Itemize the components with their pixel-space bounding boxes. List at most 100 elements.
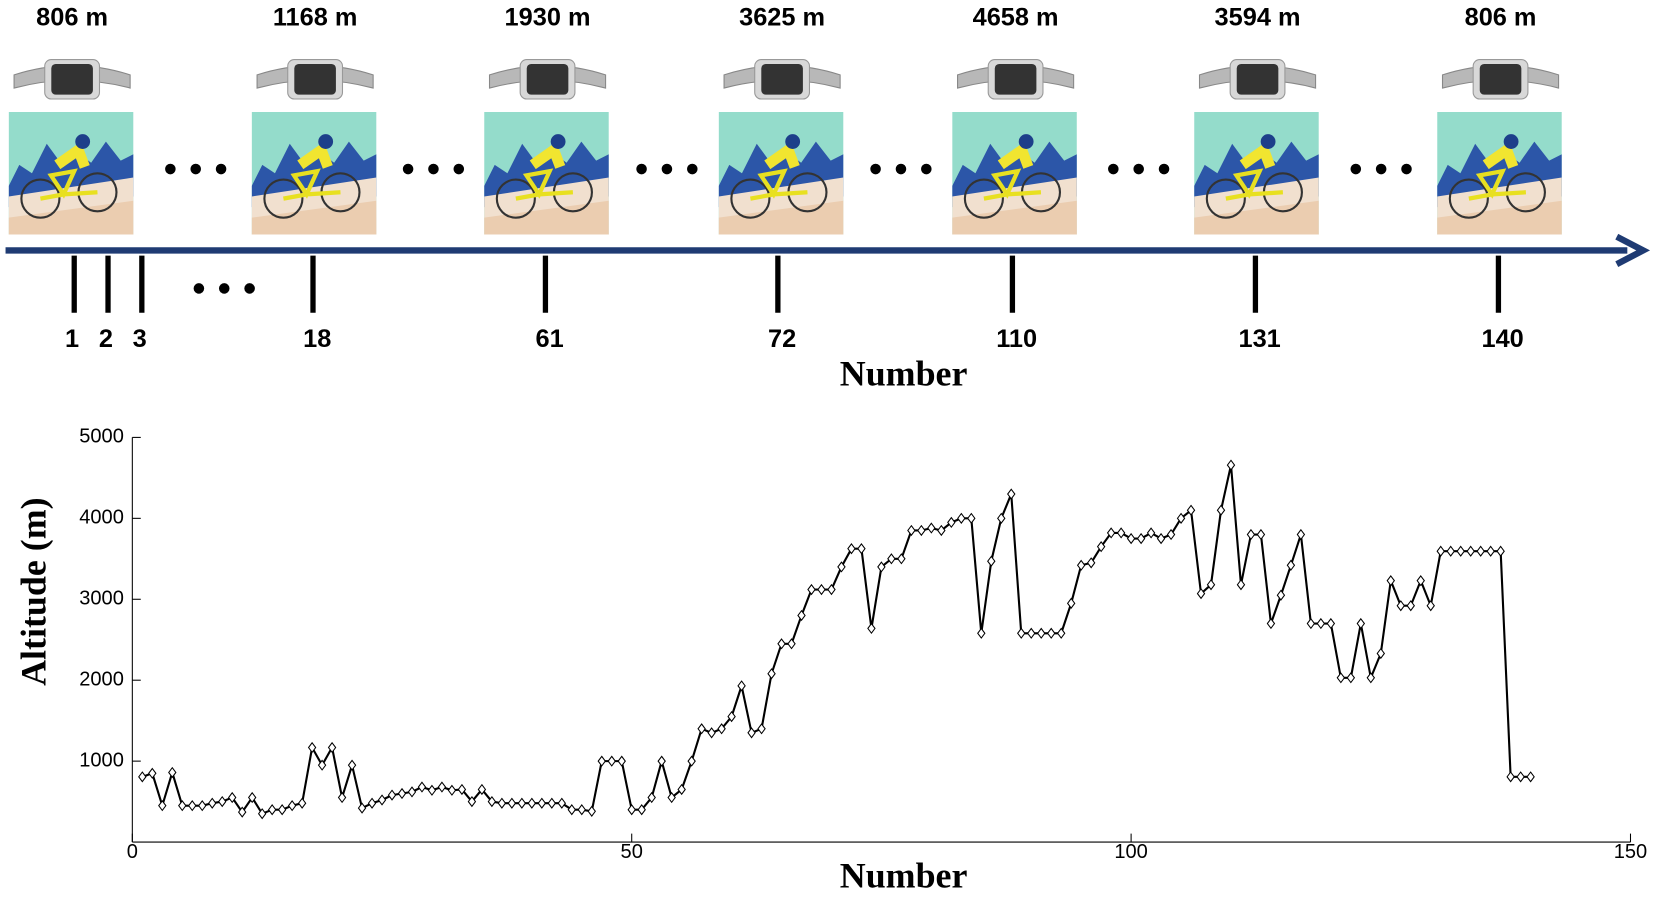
marker: [437, 781, 447, 793]
marker: [1056, 627, 1066, 639]
marker: [317, 759, 327, 771]
marker: [697, 723, 706, 735]
marker: [847, 543, 856, 555]
marker: [787, 638, 796, 650]
altitude-label: 806 m: [36, 4, 108, 32]
marker: [1366, 672, 1376, 684]
marker: [1017, 627, 1026, 639]
marker: [677, 783, 686, 796]
marker: [1146, 527, 1156, 539]
marker: [1106, 527, 1116, 539]
marker: [547, 797, 557, 809]
marker: [967, 512, 976, 524]
marker: [1346, 672, 1356, 684]
y-tick-label: 2000: [79, 668, 124, 690]
cyclist-image: [1437, 112, 1562, 235]
marker: [1156, 532, 1166, 545]
x-axis-label: Number: [840, 855, 968, 895]
marker: [1266, 617, 1276, 630]
marker: [1196, 587, 1206, 600]
marker: [927, 522, 936, 534]
marker: [657, 755, 666, 767]
line: [141, 464, 1531, 816]
marker: [1306, 617, 1316, 630]
marker: [777, 638, 786, 650]
marker: [1426, 600, 1435, 612]
marker: [1286, 559, 1296, 571]
marker: [1336, 672, 1346, 684]
marker: [567, 804, 577, 816]
marker: [357, 802, 367, 814]
marker: [1216, 504, 1226, 516]
marker: [1126, 532, 1136, 545]
ellipsis-dot: [1350, 163, 1362, 175]
marker: [447, 784, 457, 796]
marker: [957, 512, 966, 524]
timeline-tick-label: 3: [133, 325, 147, 353]
marker: [807, 583, 816, 596]
marker: [717, 723, 726, 735]
timeline-tick-label: 18: [303, 325, 331, 353]
marker: [387, 789, 397, 801]
marker: [907, 524, 916, 537]
ellipsis-dot: [244, 283, 255, 294]
y-tick-label: 5000: [79, 426, 124, 448]
x-tick-label: 100: [1114, 841, 1147, 863]
marker: [457, 783, 467, 796]
marker: [1116, 527, 1126, 539]
altitude-label: 806 m: [1465, 4, 1537, 32]
marker: [737, 680, 746, 692]
marker: [208, 797, 217, 809]
marker: [627, 804, 636, 816]
timeline-tick-label: 131: [1239, 325, 1281, 353]
marker: [767, 668, 776, 680]
ellipsis-dot: [921, 163, 932, 175]
marker: [1066, 597, 1076, 609]
marker: [917, 524, 926, 537]
marker: [1486, 545, 1495, 557]
marker: [747, 727, 756, 739]
cyclist-image: [719, 112, 844, 235]
altitude-label: 3594 m: [1215, 4, 1301, 32]
altitude-label: 3625 m: [739, 4, 825, 32]
marker: [138, 771, 147, 783]
y-tick-label: 4000: [79, 507, 124, 529]
marker: [267, 804, 277, 816]
marker: [837, 561, 846, 573]
marker: [247, 791, 257, 804]
ellipsis-dot: [636, 163, 647, 175]
marker: [827, 583, 836, 596]
marker: [1027, 627, 1036, 639]
marker: [1376, 647, 1386, 660]
x-tick-label: 150: [1614, 841, 1647, 863]
y-axis-label: Altitude (m): [13, 497, 53, 685]
marker: [537, 797, 547, 809]
marker: [1206, 579, 1216, 591]
marker: [1296, 528, 1306, 541]
marker: [497, 797, 507, 809]
marker: [1506, 771, 1515, 783]
cyclist-image: [952, 112, 1077, 235]
altitude-label: 1168 m: [273, 4, 358, 32]
marker: [1526, 771, 1535, 783]
marker: [178, 800, 187, 812]
marker: [487, 795, 497, 808]
marker: [1406, 600, 1415, 612]
marker: [897, 553, 906, 565]
marker: [1246, 528, 1256, 541]
marker: [1396, 600, 1406, 612]
timeline-xlabel: Number: [840, 353, 968, 393]
marker: [887, 553, 896, 565]
marker: [557, 797, 567, 809]
ellipsis-dot: [1133, 163, 1144, 175]
marker: [1456, 545, 1465, 557]
marker: [977, 627, 986, 639]
marker: [687, 755, 696, 767]
ellipsis-dot: [895, 163, 907, 175]
marker: [327, 741, 337, 754]
ellipsis-dot: [453, 163, 465, 175]
marker: [727, 710, 736, 723]
marker: [797, 609, 806, 622]
marker: [1036, 627, 1046, 639]
marker: [1326, 617, 1336, 630]
